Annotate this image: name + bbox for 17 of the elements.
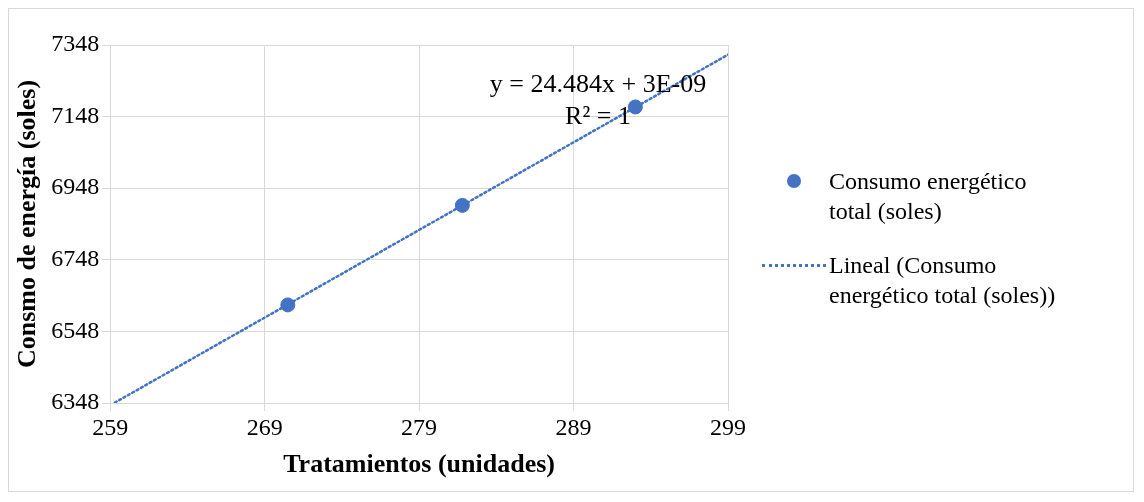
y-tick-label: 6348 [51, 388, 100, 415]
x-tick-label: 259 [92, 413, 129, 440]
y-tick-label: 7348 [51, 30, 100, 57]
y-tick-label: 6548 [51, 316, 100, 343]
y-tick-label: 6748 [51, 245, 100, 272]
y-axis-title: Consmo de energía (soles) [12, 79, 42, 369]
x-tick-label: 299 [710, 413, 746, 440]
y-tick-label: 7148 [51, 101, 100, 128]
point [280, 297, 296, 313]
point [454, 197, 470, 213]
x-tick-label: 269 [246, 413, 283, 440]
x-tick-label: 289 [555, 413, 592, 440]
x-axis-title: Tratamientos (unidades) [283, 449, 556, 479]
x-tick-label: 279 [401, 413, 438, 440]
legend-label: Consumo energético total (soles) [829, 167, 1028, 226]
legend-label: Lineal (Consumo energético total (soles)) [829, 251, 1057, 310]
y-tick-label: 6948 [51, 173, 100, 200]
